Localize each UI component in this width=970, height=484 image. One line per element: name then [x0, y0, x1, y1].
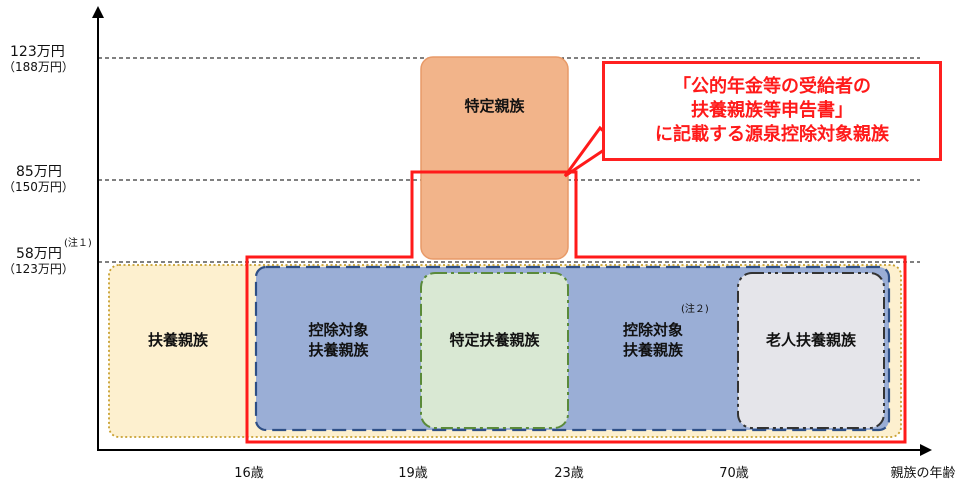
- kojo-taisho-left-label: 控除対象 扶養親族: [256, 320, 421, 360]
- tokutei-shinzoku-box: [420, 56, 569, 260]
- note-1-marker: (注１): [64, 238, 92, 249]
- y-label-85: 85万円: [16, 164, 62, 180]
- rojin-fuyo-label: 老人扶養親族: [765, 331, 856, 349]
- tokutei-shinzoku-label: 特定親族: [464, 97, 525, 115]
- callout-line-3: に記載する源泉控除対象親族: [655, 124, 889, 145]
- x-tick-16: 16歳: [234, 466, 264, 481]
- kojo-taisho-right-line2: 扶養親族: [622, 341, 683, 359]
- gensen-kojo-outline: [245, 170, 907, 444]
- kojo-taisho-right-label: 控除対象 扶養親族: [568, 320, 738, 360]
- tokutei-fuyo-box: [420, 272, 569, 429]
- y-axis-arrow: [92, 6, 104, 18]
- x-tick-23: 23歳: [554, 466, 584, 481]
- tokutei-fuyo-label: 特定扶養親族: [449, 331, 540, 349]
- note-2-marker: (注２): [681, 304, 709, 315]
- callout-line-1: 「公的年金等の受給者の: [673, 76, 871, 97]
- x-axis-arrow: [920, 444, 932, 456]
- fuyo-shinzoku-label: 扶養親族: [147, 331, 208, 349]
- y-sublabel-123: （123万円）: [3, 262, 74, 276]
- callout-box: 「公的年金等の受給者の 扶養親族等申告書」 に記載する源泉控除対象親族: [602, 61, 942, 161]
- x-axis-title: 親族の年齢: [890, 466, 956, 481]
- kojo-taisho-box: [254, 265, 891, 432]
- x-tick-70: 70歳: [719, 466, 749, 481]
- y-label-123: 123万円: [10, 44, 65, 60]
- x-tick-19: 19歳: [398, 466, 428, 481]
- rojin-fuyo-box: [737, 272, 885, 429]
- callout-line-2: 扶養親族等申告書」: [691, 100, 853, 121]
- kojo-taisho-left-line1: 控除対象: [308, 321, 369, 339]
- kojo-taisho-left-line2: 扶養親族: [308, 341, 369, 359]
- y-sublabel-188: （188万円）: [3, 60, 74, 74]
- y-label-58: 58万円: [16, 246, 62, 262]
- kojo-taisho-right-line1: 控除対象: [622, 321, 683, 339]
- y-sublabel-150: （150万円）: [3, 180, 74, 194]
